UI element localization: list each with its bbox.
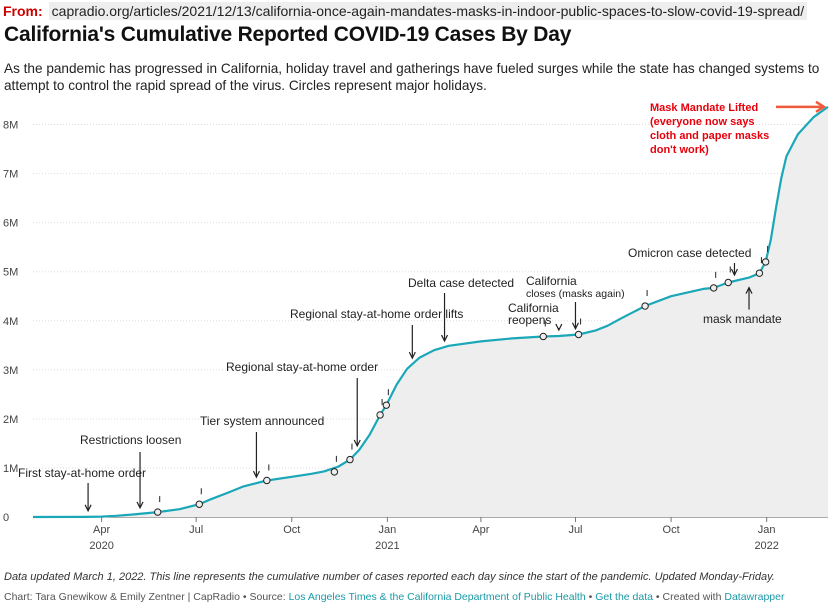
x-tick-label: Apr (472, 524, 489, 536)
credits-separator: • (585, 591, 596, 603)
holiday-circle (574, 330, 583, 339)
source-label: From: (3, 3, 43, 19)
holiday-circle (724, 278, 732, 287)
y-tick-label: 0 (3, 512, 9, 524)
cases-area (33, 106, 828, 518)
x-tick-label: Oct (663, 524, 680, 536)
holiday-circle (761, 258, 770, 266)
annotation-mask-mandate-text: mask mandate (703, 312, 782, 326)
source-bar: From: capradio.org/articles/2021/12/13/c… (3, 2, 808, 20)
holiday-circle (641, 302, 649, 310)
datawrapper-link[interactable]: Datawrapper (724, 591, 785, 603)
x-tick-label: Jul (568, 524, 582, 536)
annotation-regional-lifts-text: Regional stay-at-home order lifts (290, 307, 463, 321)
annotation-mask-lifted-arrowhead (815, 100, 827, 113)
x-tick-label: Jan (378, 524, 396, 536)
x-year-label: 2020 (89, 540, 113, 552)
annotation-regional-lifts-arrowhead (408, 351, 416, 360)
holiday-circle (263, 476, 271, 485)
credits-separator: • Created with (652, 591, 725, 603)
annotation-mask-lifted-text: (everyone now says (650, 116, 755, 128)
holiday-circle (382, 401, 391, 409)
y-tick-label: 6M (3, 218, 18, 230)
chart-title: California's Cumulative Reported COVID-1… (4, 23, 572, 46)
holiday-circle (709, 284, 718, 292)
annotation-california-reopens-text: reopens (508, 313, 551, 327)
holiday-circle (154, 508, 162, 516)
source-link[interactable]: Los Angeles Times & the California Depar… (288, 591, 586, 603)
y-tick-label: 2M (3, 414, 18, 426)
y-tick-label: 3M (3, 365, 18, 377)
x-tick-label: Apr (93, 524, 110, 536)
chart-authors: Chart: Tara Gnewikow & Emily Zentner | C… (4, 591, 240, 603)
chart-credits: Chart: Tara Gnewikow & Emily Zentner | C… (4, 591, 784, 603)
x-tick-label: Jan (758, 524, 776, 536)
annotation-mask-lifted-text: don't work) (650, 144, 709, 156)
annotation-california-reopens-text: California (508, 301, 559, 315)
annotation-california-closes-arrowhead (571, 322, 580, 331)
y-tick-label: 8M (3, 120, 18, 132)
y-tick-label: 1M (3, 463, 18, 475)
annotation-california-closes-text: California (526, 274, 577, 288)
holiday-circle (346, 455, 354, 464)
holiday-circle (539, 332, 547, 341)
annotation-delta-detected-arrowhead (440, 334, 449, 343)
annotation-mask-mandate-arrowhead (745, 286, 753, 294)
annotation-mask-lifted-text: cloth and paper masks (650, 130, 769, 142)
annotation-california-reopens-arrowhead (555, 323, 563, 332)
annotation-tier-system-text: Tier system announced (200, 414, 324, 428)
annotation-california-closes-text: closes (masks again) (526, 288, 625, 300)
holiday-circle (195, 500, 203, 508)
x-tick-label: Oct (283, 524, 300, 536)
annotation-regional-order-text: Regional stay-at-home order (226, 360, 378, 374)
annotation-first-stay-at-home-arrowhead (84, 504, 92, 513)
annotation-restrictions-loosen-text: Restrictions loosen (80, 433, 181, 447)
holiday-circle (755, 269, 764, 277)
y-tick-label: 7M (3, 169, 18, 181)
annotation-tier-system-arrowhead (252, 470, 260, 479)
get-data-link[interactable]: Get the data (595, 591, 653, 603)
x-year-label: 2021 (375, 540, 399, 552)
credits-separator: • Source: (239, 591, 289, 603)
x-tick-label: Jul (189, 524, 203, 536)
chart-notes: Data updated March 1, 2022. This line re… (4, 571, 775, 583)
holiday-circle (376, 411, 384, 419)
annotation-omicron-detected-arrowhead (730, 268, 739, 277)
annotation-first-stay-at-home-text: First stay-at-home order (18, 466, 146, 480)
chart-subtitle: As the pandemic has progressed in Califo… (4, 61, 820, 93)
source-url[interactable]: capradio.org/articles/2021/12/13/califor… (48, 2, 808, 20)
holiday-circle (330, 468, 339, 476)
annotation-mask-lifted-text: Mask Mandate Lifted (650, 102, 758, 114)
annotation-regional-order-arrowhead (353, 439, 361, 448)
y-tick-label: 5M (3, 267, 18, 279)
y-tick-label: 4M (3, 316, 18, 328)
x-year-label: 2022 (754, 540, 778, 552)
annotation-restrictions-loosen-arrowhead (136, 501, 144, 510)
annotation-delta-detected-text: Delta case detected (408, 276, 514, 290)
annotation-omicron-detected-text: Omicron case detected (628, 246, 751, 260)
